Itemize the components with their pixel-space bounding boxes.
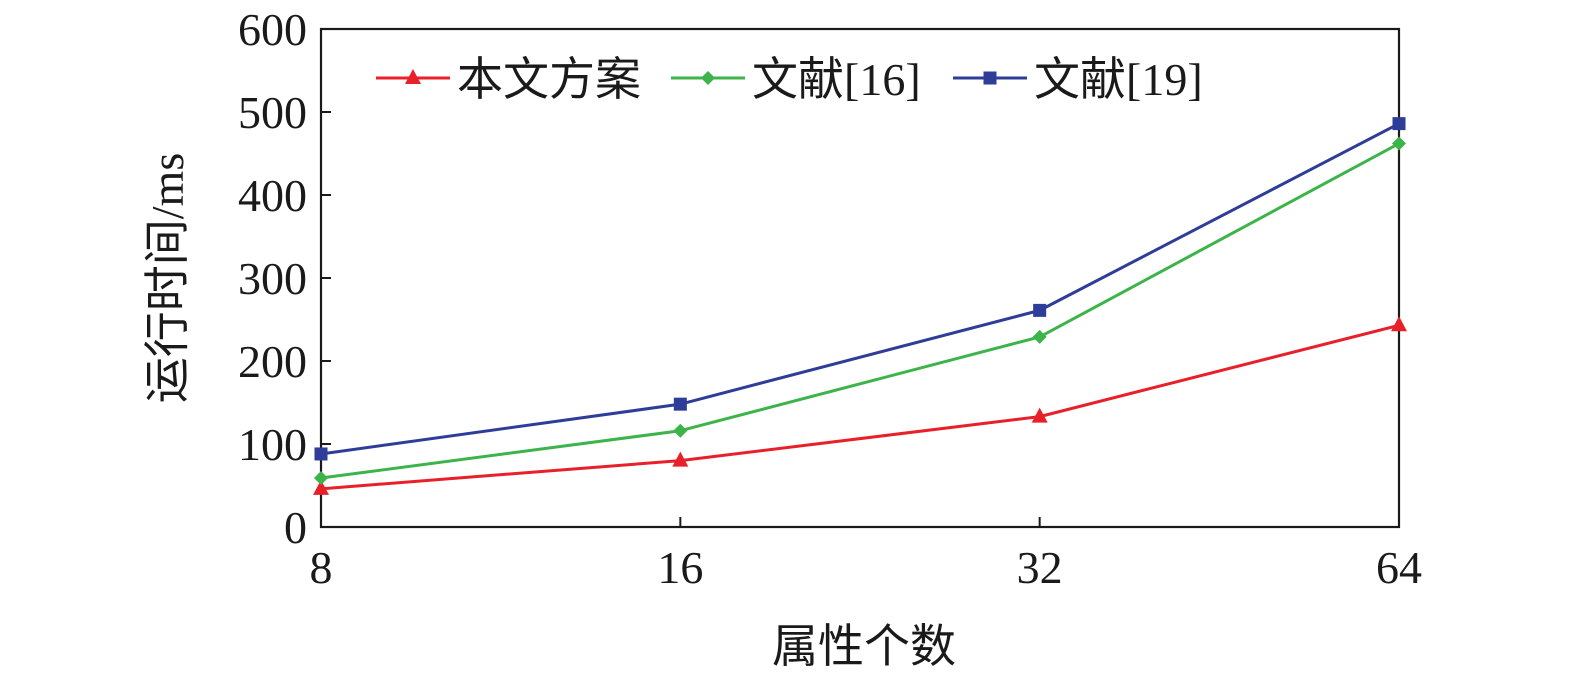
x-tick-label: 32 — [1017, 542, 1063, 593]
y-axis-label: 运行时间/ms — [142, 153, 193, 403]
x-tick-label: 16 — [657, 542, 703, 593]
legend-marker — [405, 69, 421, 84]
y-tick-label: 600 — [238, 4, 307, 55]
data-point — [1392, 136, 1406, 151]
series-group — [313, 117, 1407, 495]
data-point — [673, 397, 687, 411]
y-axis-ticks: 0 100 200 300 400 500 600 — [238, 4, 331, 553]
y-tick-label: 300 — [238, 253, 307, 304]
legend-item: 文献[16] — [671, 54, 921, 105]
data-point — [1392, 117, 1406, 131]
legend-item: 本文方案 — [376, 54, 641, 105]
data-point — [314, 471, 328, 486]
y-tick-label: 0 — [284, 502, 307, 553]
data-point — [313, 479, 329, 495]
series-diamond — [314, 136, 1406, 486]
legend-label: 文献[16] — [752, 54, 921, 105]
series-line — [320, 142, 1400, 480]
y-tick-label: 400 — [238, 170, 307, 221]
y-tick-label: 200 — [238, 336, 307, 387]
legend: 本文方案 文献[16] 文献[19] — [376, 54, 1203, 105]
legend-marker — [983, 71, 997, 85]
data-point — [1033, 303, 1047, 317]
data-point — [314, 447, 328, 461]
series-line — [320, 323, 1400, 491]
data-point — [1031, 407, 1048, 423]
data-point — [1032, 329, 1047, 344]
x-tick-label: 64 — [1376, 542, 1422, 593]
x-tick-label: 8 — [310, 542, 333, 593]
y-tick-label: 500 — [238, 87, 307, 138]
legend-label: 本文方案 — [457, 54, 641, 105]
x-axis-ticks: 8 16 32 64 — [310, 517, 1422, 593]
x-axis-label: 属性个数 — [772, 621, 956, 672]
data-point — [673, 423, 688, 438]
data-point — [672, 451, 689, 467]
y-tick-label: 100 — [238, 419, 307, 470]
legend-item: 文献[19] — [953, 54, 1203, 105]
legend-label: 文献[19] — [1034, 54, 1203, 105]
series-triangle — [313, 316, 1407, 495]
series-line — [320, 122, 1400, 456]
data-point — [1391, 316, 1407, 332]
series-square — [314, 117, 1406, 461]
legend-marker — [701, 71, 715, 85]
